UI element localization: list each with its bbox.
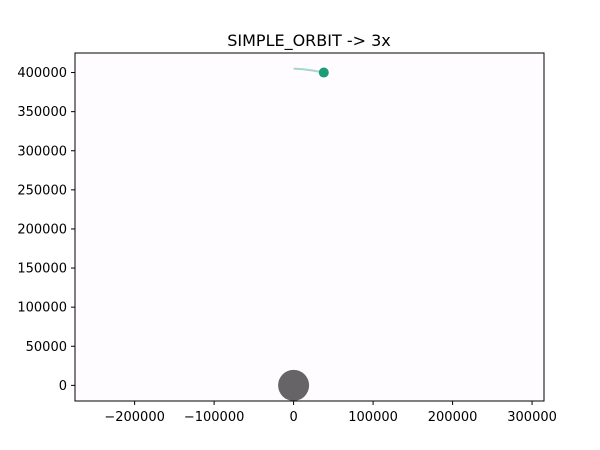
x-tick-label: 100000 — [348, 410, 398, 425]
central-body-point — [278, 369, 310, 401]
plot-area — [74, 52, 545, 402]
x-tick-label: −100000 — [184, 410, 245, 425]
y-tick-label: 200000 — [17, 222, 67, 237]
chart-title: SIMPLE_ORBIT -> 3x — [227, 31, 391, 51]
y-tick-label: 100000 — [17, 301, 67, 316]
x-tick-label: −200000 — [104, 410, 165, 425]
orbiter-point — [318, 67, 329, 78]
x-tick-label: 0 — [289, 410, 297, 425]
orbit-trail-line — [293, 67, 324, 74]
y-tick-label: 350000 — [17, 105, 67, 120]
y-tick-label: 150000 — [17, 262, 67, 277]
y-tick-label: 400000 — [17, 66, 67, 81]
x-tick-label: 300000 — [507, 410, 557, 425]
x-tick-label: 200000 — [428, 410, 478, 425]
x-axis-ticks: −200000 −100000 0 100000 200000 300000 — [104, 401, 557, 425]
y-tick-label: 50000 — [26, 340, 67, 355]
y-axis-ticks: 0 50000 100000 150000 200000 250000 300000 3500… — [17, 66, 75, 394]
axes-frame — [74, 52, 545, 402]
axes-background — [75, 53, 544, 401]
y-tick-label: 0 — [59, 379, 67, 394]
y-tick-label: 300000 — [17, 144, 67, 159]
y-tick-label: 250000 — [17, 183, 67, 198]
